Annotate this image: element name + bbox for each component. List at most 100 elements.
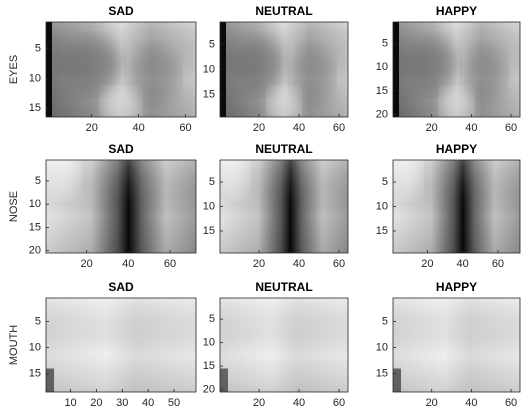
x-tick-label: 40 — [293, 397, 305, 409]
y-tick-label: 15 — [203, 225, 215, 237]
shade — [46, 160, 196, 253]
image — [393, 160, 520, 253]
panel: NEUTRAL 20 40 60 5 10 15 — [203, 142, 349, 270]
y-tick-label: 10 — [203, 63, 215, 75]
panel: NEUTRAL 20 40 60 5 10 15 20 — [203, 280, 349, 409]
edge — [393, 368, 401, 392]
x-tick-label: 10 — [64, 397, 76, 409]
panel-title: SAD — [108, 142, 134, 156]
x-tick-label: 40 — [457, 258, 469, 270]
shade — [220, 22, 348, 117]
panel-title: NEUTRAL — [255, 4, 312, 18]
x-tick-label: 40 — [465, 397, 477, 409]
panel: SAD EYES 20 40 60 5 10 15 — [8, 4, 197, 134]
x-tick-label: 20 — [90, 397, 102, 409]
panel: SAD NOSE 20 40 60 5 10 15 20 — [8, 142, 197, 270]
axes-frame — [392, 21, 521, 118]
x-tick-label: 60 — [333, 397, 345, 409]
y-tick-label: 10 — [29, 198, 41, 210]
y-tick-label: 5 — [35, 315, 41, 327]
y-axis-label: NOSE — [8, 191, 20, 222]
image — [46, 160, 196, 253]
x-tick-label: 60 — [505, 122, 517, 134]
image — [46, 22, 196, 117]
y-tick-label: 5 — [35, 175, 41, 187]
y-tick-label: 10 — [376, 61, 388, 73]
axes-frame — [45, 297, 197, 393]
panel-title: HAPPY — [436, 142, 477, 156]
x-tick-label: 20 — [253, 258, 265, 270]
shade — [393, 22, 520, 117]
y-tick-label: 15 — [29, 221, 41, 233]
x-tick-label: 40 — [132, 122, 144, 134]
panel: HAPPY 20 40 60 5 10 15 20 — [376, 4, 521, 134]
axes-frame — [392, 297, 521, 393]
panel-title: SAD — [108, 280, 134, 294]
shade — [46, 22, 196, 117]
y-tick-label: 15 — [376, 225, 388, 237]
y-tick-label: 5 — [209, 313, 215, 325]
y-tick-label: 10 — [376, 342, 388, 354]
y-tick-label: 15 — [376, 368, 388, 380]
y-tick-label: 5 — [382, 315, 388, 327]
axes-frame — [45, 159, 197, 254]
image — [220, 160, 348, 253]
x-tick-label: 40 — [465, 122, 477, 134]
panel-title: HAPPY — [436, 4, 477, 18]
x-tick-label: 20 — [253, 397, 265, 409]
y-tick-label: 10 — [29, 72, 41, 84]
x-tick-label: 40 — [293, 258, 305, 270]
x-tick-label: 40 — [293, 122, 305, 134]
panel-title: SAD — [108, 4, 134, 18]
image — [393, 22, 520, 117]
y-tick-label: 5 — [382, 176, 388, 188]
shade — [393, 298, 520, 392]
x-tick-label: 60 — [333, 258, 345, 270]
edge — [393, 22, 399, 117]
x-tick-label: 50 — [168, 397, 180, 409]
x-tick-label: 20 — [86, 122, 98, 134]
x-tick-label: 20 — [253, 122, 265, 134]
x-tick-label: 20 — [426, 122, 438, 134]
y-tick-label: 20 — [29, 245, 41, 257]
edge — [220, 368, 228, 392]
x-tick-label: 60 — [492, 258, 504, 270]
panel-title: NEUTRAL — [255, 142, 312, 156]
image — [220, 298, 348, 392]
panel-title: HAPPY — [436, 280, 477, 294]
y-tick-label: 5 — [209, 38, 215, 50]
panel: HAPPY 20 40 60 5 10 15 — [376, 280, 521, 409]
y-tick-label: 15 — [203, 88, 215, 100]
y-tick-label: 15 — [29, 102, 41, 114]
image — [393, 298, 520, 392]
x-tick-label: 40 — [122, 258, 134, 270]
y-axis-label: MOUTH — [8, 325, 20, 365]
y-tick-label: 20 — [203, 384, 215, 396]
shade — [220, 298, 348, 392]
panel: HAPPY 20 40 60 5 10 15 — [376, 142, 521, 270]
y-tick-label: 10 — [203, 200, 215, 212]
y-tick-label: 10 — [29, 342, 41, 354]
image — [46, 298, 196, 392]
y-axis-label: EYES — [8, 55, 20, 84]
shade — [393, 160, 520, 253]
panel: NEUTRAL 20 40 60 5 10 15 — [203, 4, 349, 134]
edge — [46, 368, 54, 392]
shade — [220, 160, 348, 253]
y-tick-label: 20 — [376, 109, 388, 121]
axes-frame — [45, 21, 197, 118]
axes-frame — [219, 297, 349, 393]
shade — [46, 298, 196, 392]
y-tick-label: 5 — [35, 43, 41, 55]
y-tick-label: 15 — [29, 368, 41, 380]
image — [220, 22, 348, 117]
panel: SAD MOUTH 10 20 30 40 50 5 10 15 — [8, 280, 197, 409]
edge — [46, 22, 52, 117]
y-tick-label: 15 — [203, 360, 215, 372]
x-tick-label: 30 — [116, 397, 128, 409]
x-tick-label: 60 — [505, 397, 517, 409]
y-tick-label: 5 — [382, 37, 388, 49]
x-tick-label: 60 — [164, 258, 176, 270]
x-tick-label: 20 — [81, 258, 93, 270]
